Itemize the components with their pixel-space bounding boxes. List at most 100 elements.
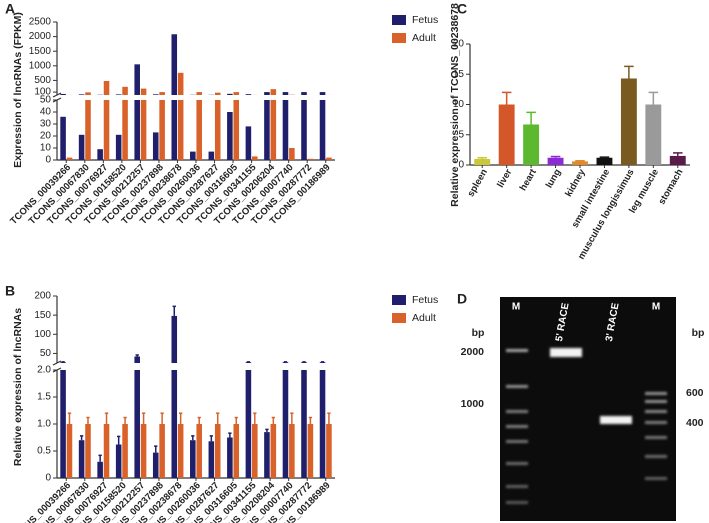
y-tick-label: 5 xyxy=(458,129,464,140)
y-tick-label: 0 xyxy=(45,473,51,484)
y-tick-label: 10 xyxy=(453,99,465,110)
bar xyxy=(140,424,147,478)
bar-segment xyxy=(245,362,252,363)
bar xyxy=(159,424,165,478)
error-bar xyxy=(135,354,139,357)
y-tick-label: 10 xyxy=(40,143,52,154)
unit-label: bp xyxy=(472,327,485,339)
bar-segment xyxy=(60,362,66,363)
error-bar xyxy=(178,412,183,424)
bar-segment xyxy=(214,424,221,478)
bar xyxy=(289,94,295,160)
x-tick-label: heart xyxy=(518,167,540,193)
bar-segment xyxy=(214,92,221,95)
bar-segment xyxy=(264,92,270,95)
bar-segment xyxy=(177,424,184,478)
bar xyxy=(60,93,66,160)
error-bar xyxy=(172,305,176,316)
bar xyxy=(596,157,613,165)
error-bar xyxy=(550,155,561,158)
bar-segment xyxy=(252,424,258,478)
bar xyxy=(270,89,277,160)
bar-segment xyxy=(122,100,128,160)
bar-segment xyxy=(140,424,147,478)
y-tick-label: 0 xyxy=(45,155,51,166)
bar-segment xyxy=(171,34,178,95)
bar-segment xyxy=(282,100,289,160)
bar-segment xyxy=(498,104,515,165)
bar-segment xyxy=(289,424,295,478)
bar xyxy=(301,362,307,478)
bar xyxy=(214,92,221,160)
y-tick-label: 1.0 xyxy=(37,419,51,430)
bar-segment xyxy=(85,100,91,160)
bar xyxy=(620,78,637,165)
bar xyxy=(66,94,73,160)
bar-segment xyxy=(252,156,258,160)
bar-segment xyxy=(547,157,564,165)
bar xyxy=(152,94,159,160)
bar-segment xyxy=(134,64,140,95)
bar xyxy=(547,157,564,165)
marker-label: 1000 xyxy=(461,398,485,410)
bar-segment xyxy=(134,100,140,160)
bar-segment xyxy=(227,112,233,160)
bar xyxy=(326,94,332,160)
axis-break xyxy=(52,92,62,98)
bar-segment xyxy=(60,93,66,95)
error-bar xyxy=(86,416,90,424)
bar-segment xyxy=(214,100,221,160)
bar-segment xyxy=(326,157,332,160)
bar xyxy=(103,424,110,478)
bar-segment xyxy=(171,100,178,160)
bar-segment xyxy=(208,441,215,478)
bar-segment xyxy=(307,424,314,478)
bar-segment xyxy=(171,370,178,478)
y-tick-label: 2500 xyxy=(29,17,52,28)
bar-segment xyxy=(523,124,540,165)
bar-segment xyxy=(78,440,85,478)
bar xyxy=(177,72,184,160)
panel-letter: A xyxy=(5,1,15,17)
bar xyxy=(264,92,270,160)
error-bar xyxy=(228,432,232,438)
bar-segment xyxy=(115,444,122,478)
bar xyxy=(319,92,326,160)
error-bar xyxy=(216,412,220,424)
bar-segment xyxy=(103,100,110,160)
error-bar xyxy=(104,412,109,424)
y-axis-label: Relative expression of lncRNAs xyxy=(12,308,24,466)
error-bar xyxy=(191,435,195,441)
bar-segment xyxy=(270,89,277,95)
bar xyxy=(171,315,178,478)
error-bar xyxy=(575,160,585,162)
bar xyxy=(208,94,215,160)
bar xyxy=(171,34,178,160)
bar xyxy=(159,92,165,160)
error-bar xyxy=(117,435,121,445)
bar xyxy=(572,161,588,165)
bar-segment xyxy=(301,100,307,160)
bar xyxy=(245,362,252,478)
bar-segment xyxy=(208,151,215,160)
bar xyxy=(233,92,240,160)
y-tick-label: 500 xyxy=(34,75,51,86)
error-bar xyxy=(67,412,72,424)
bar-segment xyxy=(307,158,314,160)
legend-swatch xyxy=(392,295,406,305)
bar xyxy=(270,424,277,478)
error-bar xyxy=(234,416,238,424)
bar-segment xyxy=(270,424,277,478)
marker-label: 400 xyxy=(686,417,704,429)
bar xyxy=(307,424,314,478)
x-tick-label: spleen xyxy=(465,167,490,199)
bar-segment xyxy=(66,157,73,160)
bar-segment xyxy=(97,461,103,478)
bar-segment xyxy=(134,356,140,363)
error-bar xyxy=(599,156,610,158)
bar xyxy=(307,94,314,160)
bar-segment xyxy=(289,148,295,160)
bar-segment xyxy=(78,134,85,160)
x-tick-label: kidney xyxy=(563,167,588,199)
bar-segment xyxy=(177,72,184,95)
